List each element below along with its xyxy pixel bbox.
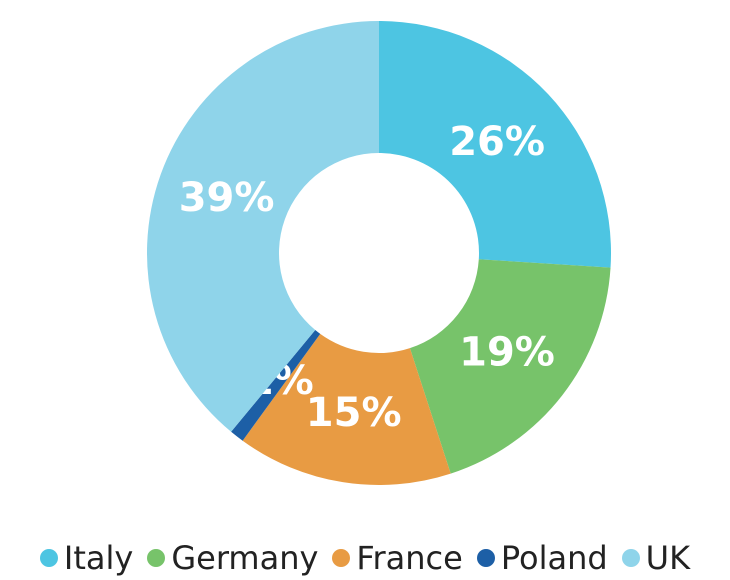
legend-label: UK [645, 538, 691, 577]
legend-label: France [356, 538, 463, 577]
slice [379, 21, 611, 268]
legend-item: France [332, 538, 463, 577]
value-label: 19% [459, 329, 555, 375]
legend-label: Italy [63, 538, 134, 577]
legend-swatch [476, 548, 495, 567]
legend-swatch [39, 548, 58, 567]
legend-label: Germany [171, 538, 319, 577]
legend-item: Poland [476, 538, 608, 577]
slice [242, 333, 451, 485]
legend: Italy Germany France Poland UK [0, 535, 730, 580]
slice [231, 330, 321, 441]
legend-item: Italy [39, 538, 134, 577]
legend-swatch [621, 548, 640, 567]
legend-label: Poland [500, 538, 608, 577]
value-label: 15% [306, 390, 402, 436]
value-label: 26% [449, 119, 545, 165]
legend-swatch [332, 548, 351, 567]
value-label: 39% [179, 175, 275, 221]
legend-item: UK [621, 538, 691, 577]
chart: 26%19%15%1%39% [147, 21, 611, 485]
legend-swatch [147, 548, 166, 567]
slice [409, 259, 611, 474]
slice [147, 21, 379, 432]
legend-item: Germany [147, 539, 318, 577]
